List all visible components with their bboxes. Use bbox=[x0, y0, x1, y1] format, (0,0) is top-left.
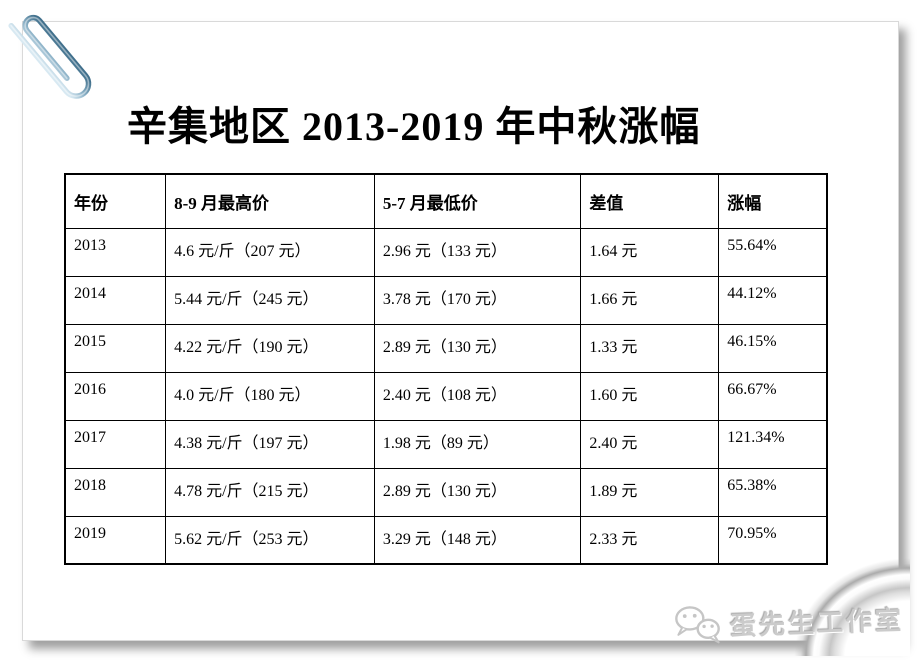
paperclip-icon bbox=[8, 14, 92, 99]
table-cell: 44.12% bbox=[718, 275, 828, 325]
column-header-increase: 涨幅 bbox=[718, 173, 828, 229]
table-cell: 4.22 元/斤（190 元） bbox=[165, 323, 375, 373]
table-cell: 1.89 元 bbox=[580, 467, 720, 517]
table-cell: 2019 bbox=[64, 515, 167, 565]
table-cell: 2.40 元（108 元） bbox=[373, 371, 582, 421]
table-cell: 4.6 元/斤（207 元） bbox=[165, 227, 375, 277]
table-cell: 55.64% bbox=[718, 227, 828, 277]
table-row: 2019 5.62 元/斤（253 元） 3.29 元（148 元） 2.33 … bbox=[64, 515, 828, 565]
table-cell: 2017 bbox=[64, 419, 167, 469]
table-cell: 2.33 元 bbox=[580, 515, 720, 565]
table-cell: 4.38 元/斤（197 元） bbox=[165, 419, 375, 469]
table-cell: 5.44 元/斤（245 元） bbox=[165, 275, 375, 325]
table-row: 2016 4.0 元/斤（180 元） 2.40 元（108 元） 1.60 元… bbox=[64, 371, 828, 421]
column-header-high-price: 8-9 月最高价 bbox=[165, 173, 375, 229]
table-cell: 2.89 元（130 元） bbox=[373, 323, 582, 373]
table-cell: 1.98 元（89 元） bbox=[373, 419, 582, 469]
watermark-label: 蛋先生工作室 bbox=[729, 605, 905, 641]
table-row: 2017 4.38 元/斤（197 元） 1.98 元（89 元） 2.40 元… bbox=[64, 419, 828, 469]
table-cell: 3.29 元（148 元） bbox=[373, 515, 582, 565]
table-cell: 46.15% bbox=[718, 323, 828, 373]
table-cell: 2016 bbox=[64, 371, 167, 421]
column-header-low-price: 5-7 月最低价 bbox=[373, 173, 582, 229]
table-cell: 2.89 元（130 元） bbox=[373, 467, 582, 517]
table-header-row: 年份 8-9 月最高价 5-7 月最低价 差值 涨幅 bbox=[64, 173, 828, 229]
table-cell: 66.67% bbox=[718, 371, 828, 421]
data-table: 年份 8-9 月最高价 5-7 月最低价 差值 涨幅 2013 4.6 元/斤（… bbox=[64, 173, 828, 565]
table-cell: 4.78 元/斤（215 元） bbox=[165, 467, 375, 517]
table-cell: 2015 bbox=[64, 323, 167, 373]
column-header-year: 年份 bbox=[64, 173, 167, 229]
table-cell: 2014 bbox=[64, 275, 167, 325]
table-row: 2014 5.44 元/斤（245 元） 3.78 元（170 元） 1.66 … bbox=[64, 275, 828, 325]
table-cell: 1.60 元 bbox=[580, 371, 720, 421]
document-page: 辛集地区 2013-2019 年中秋涨幅 年份 8-9 月最高价 5-7 月最低… bbox=[8, 14, 910, 656]
table-cell: 2013 bbox=[64, 227, 167, 277]
table-cell: 1.66 元 bbox=[580, 275, 720, 325]
table-row: 2013 4.6 元/斤（207 元） 2.96 元（133 元） 1.64 元… bbox=[64, 227, 828, 277]
table-row: 2015 4.22 元/斤（190 元） 2.89 元（130 元） 1.33 … bbox=[64, 323, 828, 373]
table-cell: 1.33 元 bbox=[580, 323, 720, 373]
page-curl bbox=[780, 546, 910, 656]
table-cell: 65.38% bbox=[718, 467, 828, 517]
table-cell: 4.0 元/斤（180 元） bbox=[165, 371, 375, 421]
table-cell: 2018 bbox=[64, 467, 167, 517]
table-cell: 2.96 元（133 元） bbox=[373, 227, 582, 277]
table-cell: 2.40 元 bbox=[580, 419, 720, 469]
wechat-icon bbox=[675, 606, 720, 644]
column-header-difference: 差值 bbox=[580, 173, 720, 229]
table-cell: 121.34% bbox=[718, 419, 828, 469]
page-title: 辛集地区 2013-2019 年中秋涨幅 bbox=[127, 104, 701, 149]
table-row: 2018 4.78 元/斤（215 元） 2.89 元（130 元） 1.89 … bbox=[64, 467, 828, 517]
table-cell: 3.78 元（170 元） bbox=[373, 275, 582, 325]
table-cell: 1.64 元 bbox=[580, 227, 720, 277]
watermark: 蛋先生工作室 bbox=[671, 596, 905, 648]
table-cell: 5.62 元/斤（253 元） bbox=[165, 515, 375, 565]
